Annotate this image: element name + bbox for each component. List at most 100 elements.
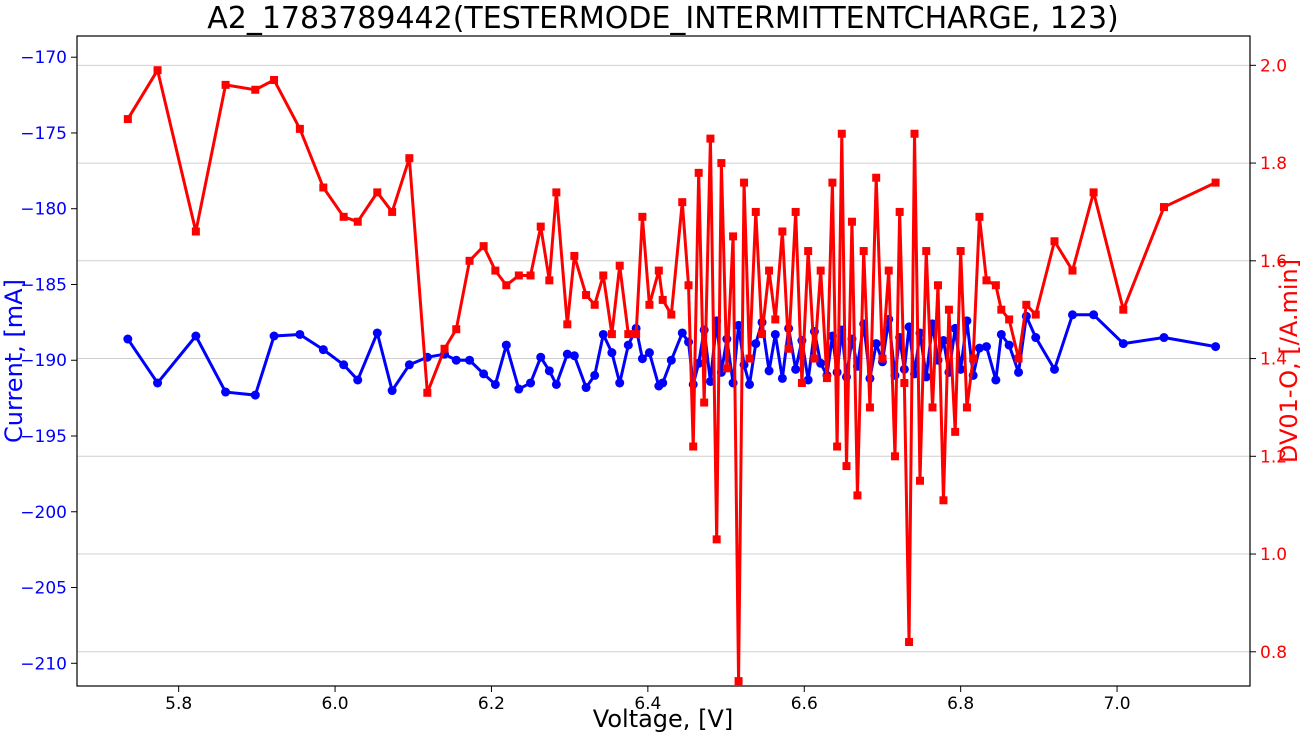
data-point-left: [751, 339, 760, 348]
data-point-right: [969, 355, 977, 363]
data-point-right: [828, 179, 836, 187]
data-point-left: [1068, 310, 1077, 319]
data-point-right: [154, 66, 162, 74]
chart-title: A2_1783789442(TESTERMODE_INTERMITTENTCHA…: [207, 1, 1119, 36]
data-point-right: [638, 213, 646, 221]
data-point-left: [667, 356, 676, 365]
data-point-left: [388, 386, 397, 395]
data-point-right: [570, 252, 578, 260]
data-point-right: [340, 213, 348, 221]
data-point-left: [1089, 310, 1098, 319]
data-point-left: [251, 391, 260, 400]
data-point-right: [911, 130, 919, 138]
data-point-right: [785, 345, 793, 353]
y-left-tick-label: −175: [20, 124, 67, 144]
data-point-left: [491, 380, 500, 389]
data-point-right: [934, 281, 942, 289]
data-point-right: [659, 296, 667, 304]
data-point-left: [405, 360, 414, 369]
data-point-right: [982, 276, 990, 284]
data-point-right: [591, 301, 599, 309]
data-point-left: [1211, 342, 1220, 351]
data-point-right: [388, 208, 396, 216]
data-point-right: [729, 232, 737, 240]
x-tick-label: 6.8: [947, 694, 974, 714]
data-point-left: [465, 356, 474, 365]
data-point-left: [536, 353, 545, 362]
data-point-right: [685, 281, 693, 289]
y-right-tick-label: 0.8: [1260, 643, 1287, 663]
data-point-right: [645, 301, 653, 309]
data-point-right: [853, 491, 861, 499]
data-point-right: [900, 379, 908, 387]
data-point-right: [599, 271, 607, 279]
data-point-left: [545, 366, 554, 375]
data-point-right: [963, 403, 971, 411]
data-point-right: [885, 267, 893, 275]
data-point-right: [441, 345, 449, 353]
data-point-right: [833, 443, 841, 451]
data-point-left: [1014, 368, 1023, 377]
data-point-right: [951, 428, 959, 436]
data-point-left: [624, 341, 633, 350]
data-point-left: [778, 374, 787, 383]
data-point-right: [1068, 267, 1076, 275]
data-point-left: [678, 328, 687, 337]
data-point-right: [922, 247, 930, 255]
data-point-right: [838, 130, 846, 138]
data-point-left: [339, 360, 348, 369]
data-point-right: [695, 169, 703, 177]
data-point-right: [945, 306, 953, 314]
y-left-tick-label: −210: [20, 654, 67, 674]
data-point-right: [723, 364, 731, 372]
y-left-tick-label: −180: [20, 200, 67, 220]
data-point-right: [616, 262, 624, 270]
data-point-left: [1005, 341, 1014, 350]
data-point-right: [354, 218, 362, 226]
data-point-right: [1212, 179, 1220, 187]
data-point-right: [405, 154, 413, 162]
data-point-right: [552, 188, 560, 196]
data-point-right: [563, 320, 571, 328]
data-point-left: [570, 351, 579, 360]
data-point-left: [1050, 365, 1059, 374]
data-point-left: [123, 335, 132, 344]
data-point-right: [778, 227, 786, 235]
data-point-right: [860, 247, 868, 255]
data-point-left: [514, 385, 523, 394]
data-point-right: [251, 86, 259, 94]
data-point-right: [582, 291, 590, 299]
data-point-right: [891, 452, 899, 460]
data-point-right: [545, 276, 553, 284]
data-point-right: [717, 159, 725, 167]
data-point-right: [423, 389, 431, 397]
data-point-left: [982, 342, 991, 351]
data-point-left: [1159, 333, 1168, 342]
data-point-right: [502, 281, 510, 289]
y-right-tick-label: 1.8: [1260, 154, 1287, 174]
data-point-right: [896, 208, 904, 216]
data-point-left: [590, 371, 599, 380]
data-point-left: [502, 341, 511, 350]
data-point-right: [296, 125, 304, 133]
data-point-right: [735, 677, 743, 685]
data-point-right: [992, 281, 1000, 289]
data-point-right: [452, 325, 460, 333]
data-point-left: [319, 345, 328, 354]
data-point-right: [480, 242, 488, 250]
data-point-right: [192, 227, 200, 235]
data-point-right: [746, 355, 754, 363]
data-point-left: [745, 380, 754, 389]
data-point-right: [765, 267, 773, 275]
data-point-right: [823, 374, 831, 382]
data-point-left: [607, 348, 616, 357]
y-right-tick-label: 2.0: [1260, 56, 1287, 76]
data-point-left: [295, 330, 304, 339]
data-point-right: [222, 81, 230, 89]
data-point-right: [997, 306, 1005, 314]
data-point-left: [526, 378, 535, 387]
data-point-right: [740, 179, 748, 187]
data-point-right: [700, 399, 708, 407]
data-point-left: [791, 365, 800, 374]
